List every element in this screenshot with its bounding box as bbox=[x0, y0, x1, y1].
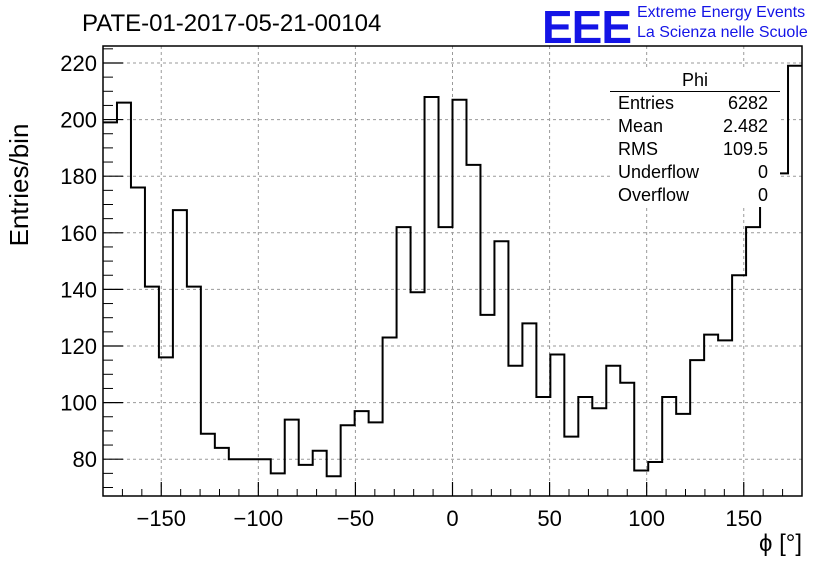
histogram-bin bbox=[746, 227, 760, 496]
histogram-bin bbox=[313, 451, 327, 496]
histogram-bin bbox=[103, 122, 117, 496]
y-tick-label: 160 bbox=[60, 221, 97, 246]
stats-row-entries: Entries 6282 bbox=[610, 92, 780, 115]
histogram-bin bbox=[564, 437, 578, 496]
x-tick-label: 0 bbox=[446, 506, 458, 531]
histogram-bin bbox=[187, 287, 201, 496]
x-tick-label: 150 bbox=[725, 506, 762, 531]
stats-title: Phi bbox=[610, 70, 780, 92]
x-tick-label: −50 bbox=[337, 506, 374, 531]
histogram-bin bbox=[550, 354, 564, 496]
histogram-bin bbox=[508, 366, 522, 496]
histogram-bin bbox=[592, 408, 606, 496]
histogram-bin bbox=[662, 397, 676, 496]
histogram-bin bbox=[201, 434, 215, 496]
histogram-bin bbox=[788, 66, 802, 496]
x-axis-label: ϕ [°] bbox=[758, 530, 802, 557]
stats-value: 0 bbox=[757, 162, 768, 182]
stats-label: Entries bbox=[618, 93, 675, 113]
histogram-bin bbox=[606, 366, 620, 496]
stats-value: 109.5 bbox=[722, 139, 768, 159]
y-axis-label: Entries/bin bbox=[4, 123, 34, 247]
histogram-bin bbox=[439, 227, 453, 496]
histogram-bin bbox=[536, 397, 550, 496]
histogram-bin bbox=[411, 292, 425, 496]
histogram-bin bbox=[243, 459, 257, 496]
y-tick-label: 100 bbox=[60, 391, 97, 416]
histogram-bin bbox=[229, 459, 243, 496]
histogram-bin bbox=[774, 173, 788, 496]
histogram-bin bbox=[578, 397, 592, 496]
axis-ticks bbox=[103, 48, 784, 496]
histogram-bin bbox=[327, 476, 341, 496]
stats-value: 6282 bbox=[727, 93, 768, 113]
y-tick-label: 200 bbox=[60, 108, 97, 133]
tick-labels: −150 −100 −50 0 50 100 150 80 100 120 140 160 180 200… bbox=[60, 51, 762, 531]
histogram-bin bbox=[341, 425, 355, 496]
histogram-bin bbox=[453, 100, 467, 496]
y-tick-label: 180 bbox=[60, 164, 97, 189]
histogram-bin bbox=[480, 315, 494, 496]
histogram-bin bbox=[648, 462, 662, 496]
histogram-bin bbox=[397, 227, 411, 496]
logo-line-2: La Scienza nelle Scuole bbox=[637, 24, 808, 41]
y-tick-label: 220 bbox=[60, 51, 97, 76]
histogram-bin bbox=[383, 338, 397, 496]
logo-caption: Extreme Energy Events La Scienza nelle S… bbox=[637, 3, 808, 43]
histogram-bin bbox=[355, 411, 369, 496]
chart-title: PATE-01-2017-05-21-00104 bbox=[82, 10, 382, 37]
eee-logo: EEE bbox=[542, 1, 632, 53]
stats-box: Phi Entries 6282 Mean 2.482 RMS 109.5 Un… bbox=[610, 70, 780, 207]
x-tick-label: −150 bbox=[136, 506, 186, 531]
histogram-bin bbox=[522, 323, 536, 496]
stats-label: RMS bbox=[618, 139, 658, 159]
stats-row-rms: RMS 109.5 bbox=[610, 138, 780, 161]
stats-row-overflow: Overflow 0 bbox=[610, 184, 780, 207]
histogram-bin bbox=[690, 360, 704, 496]
stats-value: 2.482 bbox=[722, 116, 768, 136]
histogram-bin bbox=[704, 335, 718, 496]
stats-label: Overflow bbox=[618, 185, 690, 205]
stats-row-mean: Mean 2.482 bbox=[610, 115, 780, 138]
histogram-bin bbox=[676, 414, 690, 496]
y-tick-label: 80 bbox=[73, 447, 97, 472]
histogram-bin bbox=[425, 97, 439, 496]
x-tick-label: 50 bbox=[537, 506, 561, 531]
histogram-bin bbox=[131, 188, 145, 496]
histogram-bin bbox=[285, 420, 299, 496]
histogram-bin bbox=[718, 340, 732, 496]
histogram-bin bbox=[494, 241, 508, 496]
histogram-bin bbox=[215, 448, 229, 496]
histogram-bin bbox=[173, 210, 187, 496]
stats-label: Mean bbox=[618, 116, 664, 136]
histogram-bin bbox=[145, 287, 159, 496]
x-tick-label: 100 bbox=[628, 506, 665, 531]
histogram-bin bbox=[620, 383, 634, 496]
histogram-bin bbox=[760, 168, 774, 496]
x-tick-label: −100 bbox=[234, 506, 284, 531]
histogram-bin bbox=[299, 465, 313, 496]
stats-row-underflow: Underflow 0 bbox=[610, 161, 780, 184]
y-tick-label: 140 bbox=[60, 277, 97, 302]
logo-line-1: Extreme Energy Events bbox=[637, 4, 806, 21]
histogram-bin bbox=[117, 103, 131, 496]
histogram-bin bbox=[466, 165, 480, 496]
histogram-series bbox=[103, 64, 802, 478]
stats-label: Underflow bbox=[618, 162, 700, 182]
stats-value: 0 bbox=[757, 185, 768, 205]
y-tick-label: 120 bbox=[60, 334, 97, 359]
